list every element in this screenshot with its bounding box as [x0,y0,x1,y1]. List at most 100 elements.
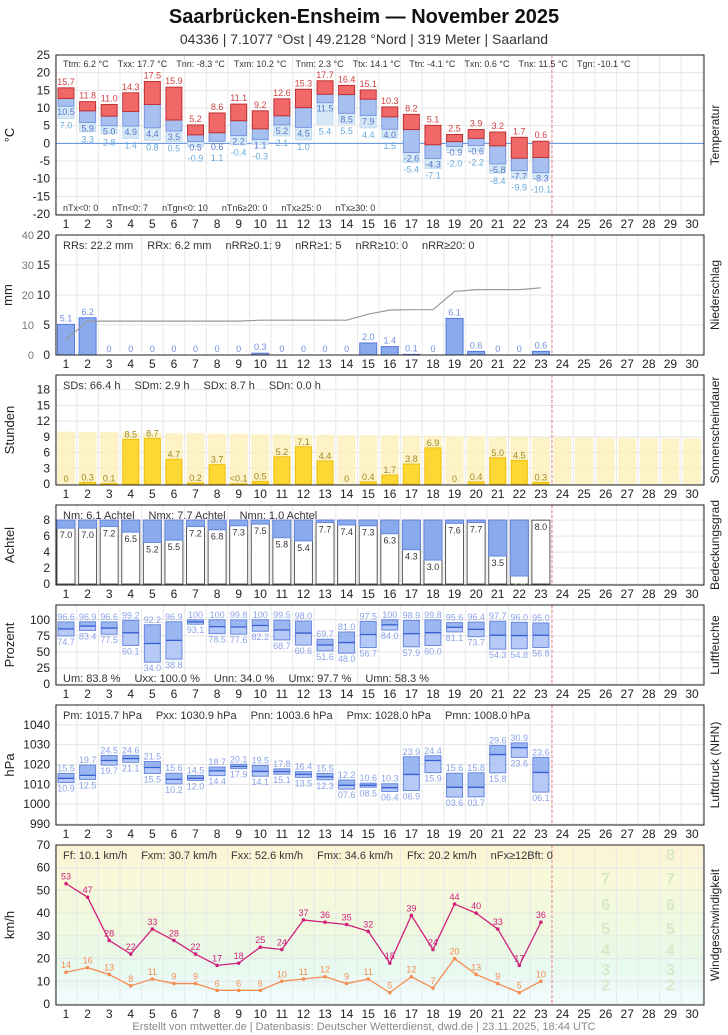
tmin-label: -4.3 [425,160,441,170]
min-label: 10.9 [57,784,75,794]
precip-label: 0 [171,344,176,354]
x-tick-label: 30 [685,357,699,371]
mean-min-bar [402,633,420,648]
y-tick-label: -5 [39,154,50,168]
x-tick-label: 30 [685,217,699,231]
stat-pmn: Pmn: 1008.0 hPa [445,710,531,722]
wind-point [301,977,306,981]
max-mean-bar [57,621,75,630]
precip-label: 0 [279,344,284,354]
wind-point [474,972,478,977]
wind-point [193,952,198,956]
mean-min-bar [338,642,356,654]
sunshine-label: 0.3 [81,472,94,482]
y2-tick-label: 40 [22,230,34,242]
x-tick-label: 8 [214,827,221,841]
x-tick-label: 3 [106,687,113,701]
x-tick-label: 26 [599,1007,613,1021]
tgn-label: 1.1 [211,153,224,163]
x-tick-label: 16 [383,217,397,231]
tgn-label: 1.5 [384,141,397,151]
x-tick-label: 10 [254,587,268,601]
max-label: 92.2 [144,615,162,625]
y-tick-label: 20 [37,228,51,242]
wind-label: 17 [212,953,222,963]
wind-label: 22 [126,942,136,952]
min-label: 81.1 [446,633,464,643]
beaufort-label: 4 [666,942,675,959]
precip-label: 0 [215,344,220,354]
x-tick-label: 18 [426,357,440,371]
stat-sdx: SDx: 8.7 h [204,380,255,392]
y-tick-label: 20 [37,66,51,80]
x-tick-label: 26 [599,487,613,501]
stat-bottom-ntn620: nTn6≥20: 0 [222,203,267,213]
max-mean-bar [489,131,507,147]
x-tick-label: 12 [297,827,311,841]
y-axis-title: mm [0,284,15,306]
y-tick-label: 1020 [23,758,50,772]
tmin-label: -7.7 [512,172,528,182]
x-tick-label: 26 [599,587,613,601]
max-mean-bar [251,110,269,130]
x-tick-label: 1 [63,217,70,231]
wind-point [215,963,219,968]
x-tick-label: 16 [383,357,397,371]
x-tick-label: 2 [84,217,91,231]
precip-bar [445,317,464,356]
stat-rrs: RRs: 22.2 mm [63,240,133,252]
y-tick-label: 20 [37,952,51,966]
wind-point [495,981,500,986]
x-tick-label: 4 [127,587,134,601]
x-tick-label: 7 [192,487,199,501]
beaufort-band [56,890,704,916]
min-label: 54.8 [511,650,529,660]
precip-label: 0 [150,344,155,354]
tgn-label: -0.4 [231,148,247,158]
beaufort-label: 4 [601,942,610,959]
panel-title: Bedeckungsgrad [708,500,722,590]
tmax-label: 5.2 [189,114,202,124]
mean-min-bar [79,625,97,631]
x-tick-label: 11 [276,587,289,601]
tgn-label: -0.9 [188,154,204,164]
max-label: 14.5 [187,765,205,775]
max-label: 15.8 [467,763,485,773]
possible-sunshine-bar [100,432,119,484]
y-axis-title: Achtel [2,527,17,563]
tmin-label: -0.6 [468,146,484,156]
min-label: 21.1 [122,763,140,773]
x-tick-label: 3 [106,487,113,501]
x-tick-label: 9 [235,357,242,371]
x-tick-label: 27 [621,827,635,841]
mean-min-bar [100,627,118,635]
wind-label: 10 [536,969,546,979]
sunshine-label: 0.1 [103,473,116,483]
min-label: 82.2 [252,632,270,642]
y-tick-label: 1000 [23,797,50,811]
stat-tnm: Tnm: 2.3 °C [295,59,344,69]
beaufort-label: 3 [601,962,610,979]
max-label: 18.7 [208,757,226,767]
wind-label: 13 [104,962,114,972]
mean-min-bar [100,115,118,127]
stat-nrr10: nRR≥10: 0 [355,240,408,252]
cloud-label: 8.0 [535,522,548,532]
wind-point [236,961,241,965]
x-tick-label: 24 [556,217,570,231]
tgn-label: -2.0 [447,159,463,169]
mean-min-bar [251,770,269,777]
max-label: 30.9 [511,733,529,743]
possible-sunshine-bar [596,437,615,484]
precip-bar [380,346,399,356]
x-tick-label: 29 [664,827,678,841]
stat-bottom-ntgn0: nTgn<0: 10 [162,203,208,213]
cloud-label: 7.7 [319,525,332,535]
mean-min-bar [273,629,291,641]
possible-sunshine-bar [553,437,572,484]
precip-bar [467,350,486,356]
max-mean-bar [165,86,183,121]
max-mean-bar [424,755,442,762]
max-mean-bar [187,124,205,136]
